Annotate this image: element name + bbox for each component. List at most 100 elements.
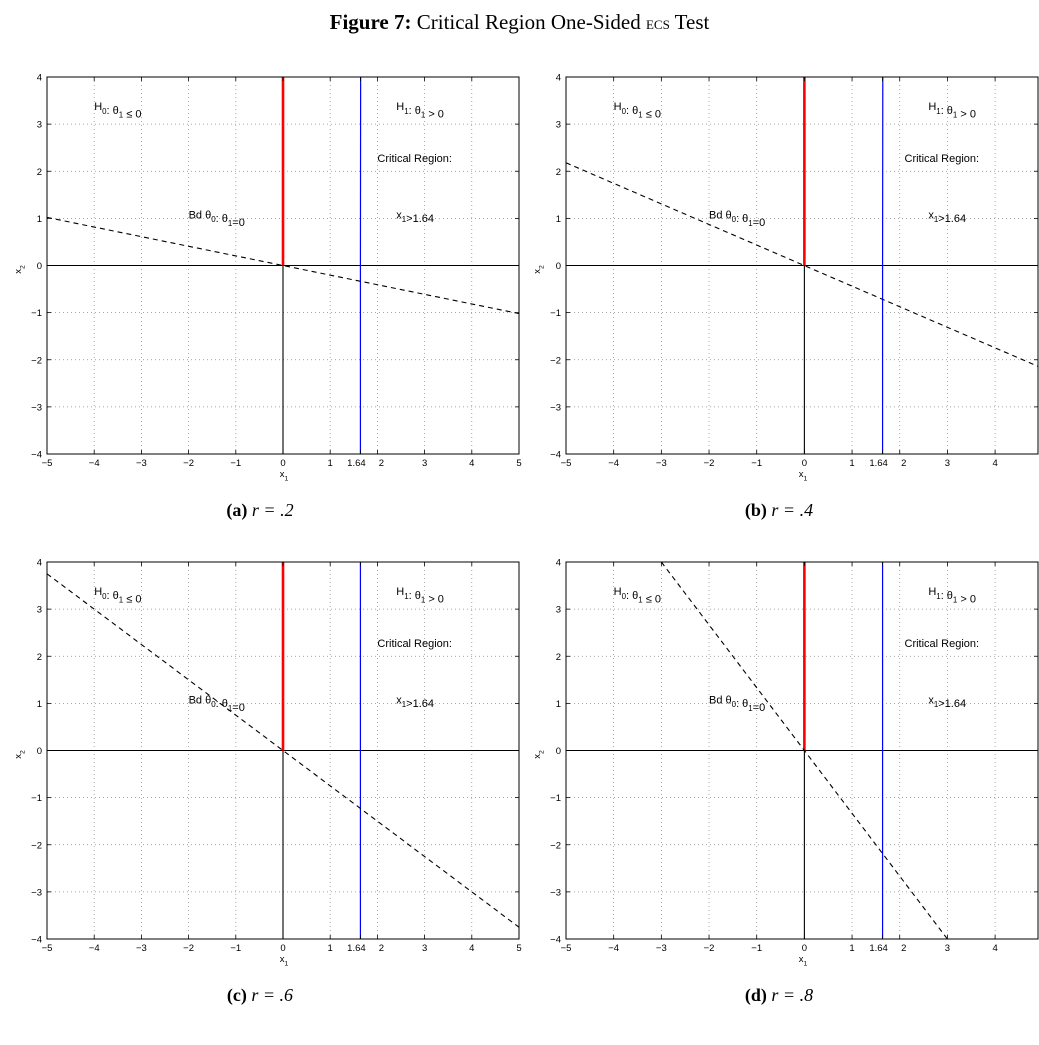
caption-b: (b) r = .4	[519, 500, 1039, 521]
annotation: H0: θ1 ≤ 0	[614, 586, 661, 606]
x-tick-label: 4	[469, 943, 474, 954]
x-tick-label: −1	[230, 943, 241, 954]
x-tick-label: 2	[901, 458, 906, 469]
x-tick-label: −3	[136, 458, 147, 469]
y-tick-label: 2	[556, 167, 561, 178]
x-tick-label: −2	[704, 458, 715, 469]
y-tick-label: 4	[556, 558, 561, 569]
x-tick-label: −4	[608, 943, 619, 954]
x-tick-label: 0	[802, 458, 807, 469]
x-tick-label: −1	[751, 458, 762, 469]
annotation: Critical Region:	[377, 153, 452, 165]
y-tick-label: 0	[37, 746, 42, 757]
x-tick-label: −3	[656, 458, 667, 469]
x-tick-label: 1.64	[869, 943, 888, 954]
annotation: Bd θ0: θ1=0	[709, 209, 765, 229]
x-tick-label: −5	[42, 458, 53, 469]
x-tick-label: 1	[849, 943, 854, 954]
y-tick-label: 3	[556, 605, 561, 616]
annotation: H1: θ1 > 0	[928, 101, 976, 121]
x-axis-label: x1	[799, 954, 808, 967]
annotation: Critical Region:	[377, 638, 452, 650]
caption-a-r: r = .2	[252, 500, 294, 520]
y-tick-label: −3	[550, 887, 561, 898]
annotation: H0: θ1 ≤ 0	[94, 101, 141, 121]
x-tick-label: 0	[280, 943, 285, 954]
y-tick-label: 0	[556, 746, 561, 757]
y-tick-label: 0	[556, 261, 561, 272]
annotation: x1>1.64	[396, 209, 434, 225]
y-axis-label: x2	[13, 750, 26, 759]
x-axis-label: x1	[799, 469, 808, 482]
caption-c-r: r = .6	[251, 985, 293, 1005]
y-tick-label: −2	[31, 840, 42, 851]
annotation: Bd θ0: θ1=0	[709, 694, 765, 714]
y-tick-label: 3	[556, 120, 561, 131]
x-tick-label: −3	[656, 943, 667, 954]
y-tick-label: −1	[31, 308, 42, 319]
annotation: H0: θ1 ≤ 0	[614, 101, 661, 121]
x-tick-label: 4	[992, 458, 997, 469]
x-tick-label: −4	[89, 458, 100, 469]
y-axis-label: x2	[13, 265, 26, 274]
y-tick-label: 1	[556, 214, 561, 225]
annotation: Bd θ0: θ1=0	[189, 209, 245, 229]
caption-a: (a) r = .2	[0, 500, 520, 521]
x-tick-label: −5	[561, 943, 572, 954]
x-axis-label: x1	[280, 469, 289, 482]
y-tick-label: 3	[37, 605, 42, 616]
x-tick-label: −4	[89, 943, 100, 954]
x-tick-label: −1	[751, 943, 762, 954]
annotation: Bd θ0: θ1=0	[189, 694, 245, 714]
y-tick-label: 2	[37, 167, 42, 178]
x-tick-label: 1	[328, 458, 333, 469]
annotation: H1: θ1 > 0	[928, 586, 976, 606]
x-tick-label: 1.64	[347, 458, 366, 469]
x-tick-label: 3	[945, 458, 950, 469]
figure-label: Figure 7:	[330, 10, 412, 34]
x-tick-label: 1	[328, 943, 333, 954]
y-tick-label: 4	[37, 558, 42, 569]
y-tick-label: −1	[550, 308, 561, 319]
x-tick-label: 2	[901, 943, 906, 954]
x-tick-label: 1.64	[347, 943, 366, 954]
y-tick-label: 3	[37, 120, 42, 131]
x-tick-label: 3	[422, 943, 427, 954]
annotation: x1>1.64	[928, 694, 966, 710]
y-tick-label: −2	[31, 355, 42, 366]
x-tick-label: 1.64	[869, 458, 888, 469]
x-tick-label: 4	[992, 943, 997, 954]
y-tick-label: 2	[556, 652, 561, 663]
caption-c-letter: (c)	[227, 985, 247, 1005]
caption-d-r: r = .8	[771, 985, 813, 1005]
y-tick-label: −4	[550, 935, 561, 946]
y-tick-label: −3	[550, 402, 561, 413]
x-tick-label: 4	[469, 458, 474, 469]
x-tick-label: −2	[183, 943, 194, 954]
annotation: x1>1.64	[396, 694, 434, 710]
x-tick-label: 2	[379, 458, 384, 469]
y-tick-label: −2	[550, 355, 561, 366]
y-tick-label: 1	[556, 699, 561, 710]
figure-title-end: Test	[670, 10, 710, 34]
y-tick-label: 2	[37, 652, 42, 663]
x-tick-label: −4	[608, 458, 619, 469]
caption-d-letter: (d)	[745, 985, 767, 1005]
caption-a-letter: (a)	[226, 500, 247, 520]
y-tick-label: 1	[37, 699, 42, 710]
figure-title-main: Critical Region One-Sided	[417, 10, 646, 34]
x-tick-label: −2	[183, 458, 194, 469]
caption-b-letter: (b)	[745, 500, 767, 520]
y-tick-label: −2	[550, 840, 561, 851]
x-tick-label: 0	[280, 458, 285, 469]
caption-c: (c) r = .6	[0, 985, 520, 1006]
